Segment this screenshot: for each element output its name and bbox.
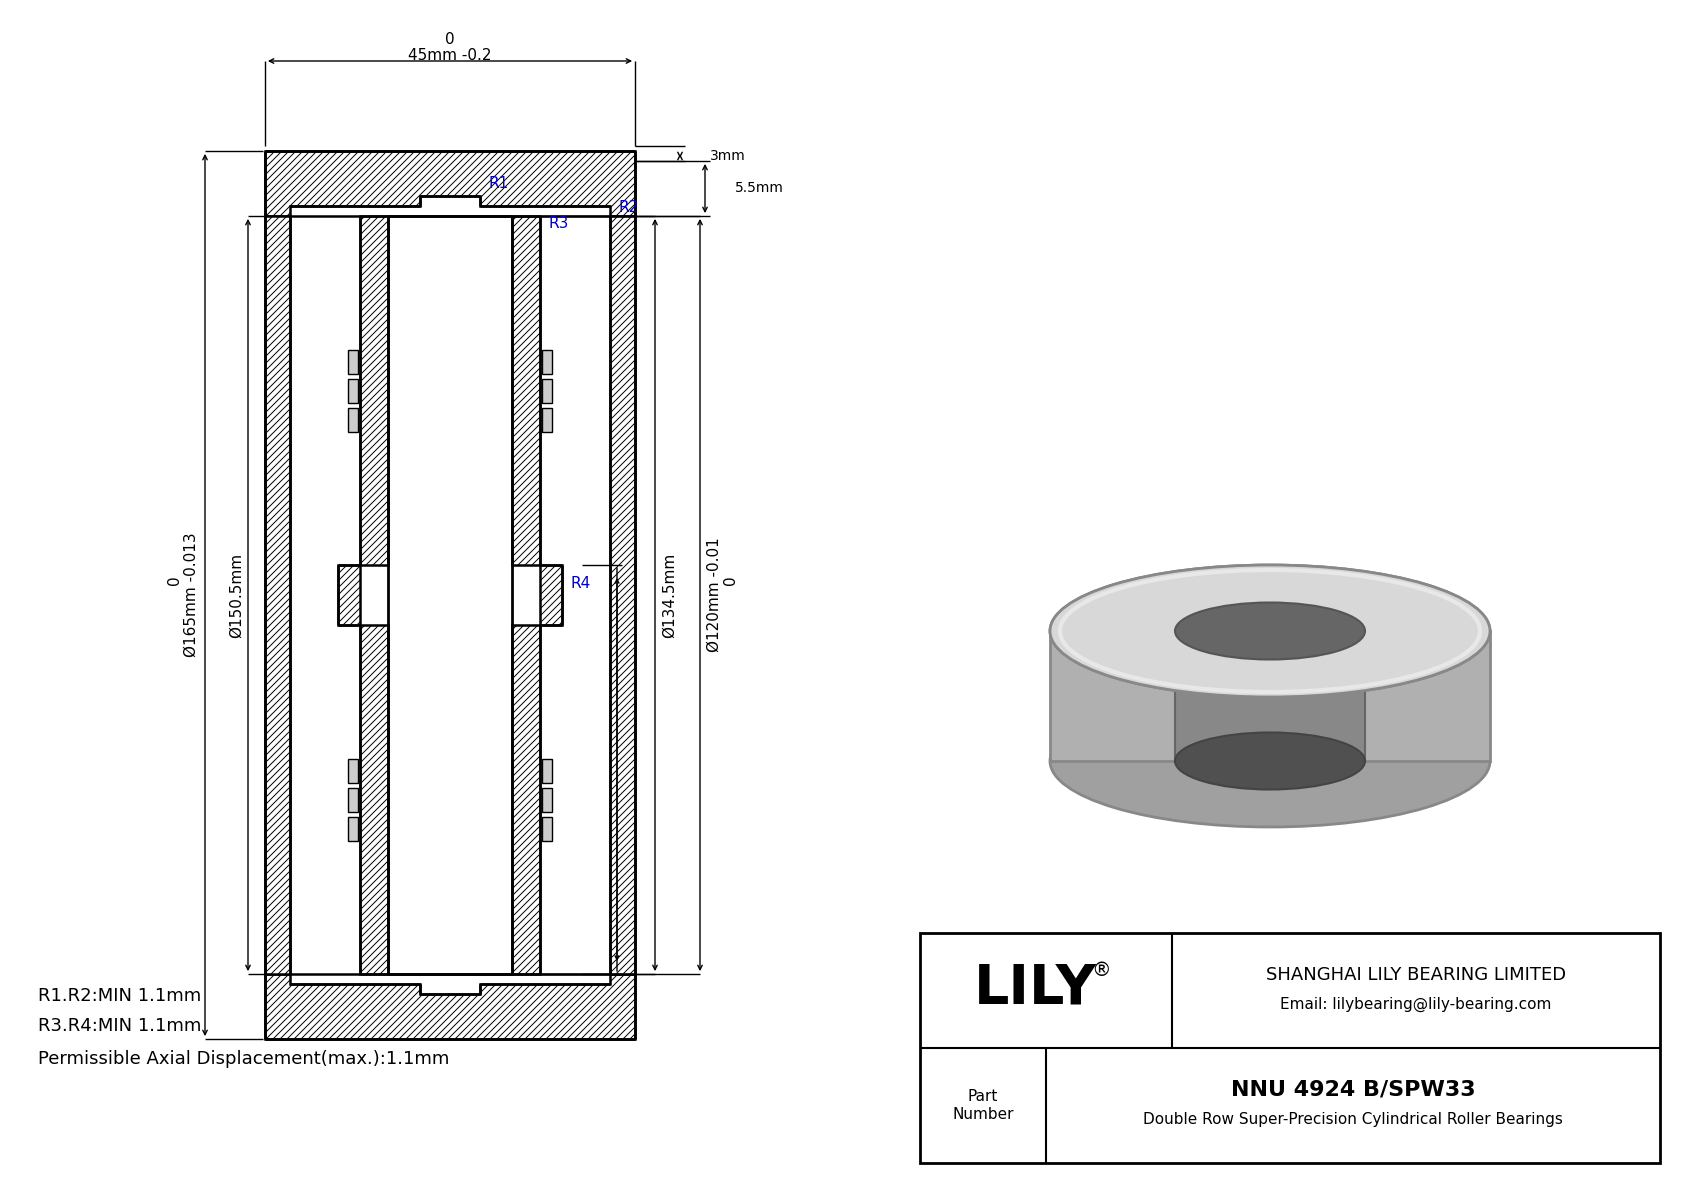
Text: 0: 0 bbox=[167, 575, 182, 585]
Bar bbox=[542, 787, 552, 811]
Ellipse shape bbox=[1175, 603, 1366, 660]
Text: 3mm: 3mm bbox=[711, 149, 746, 163]
Text: Ø120mm -0.01: Ø120mm -0.01 bbox=[707, 537, 721, 653]
Bar bbox=[542, 349, 552, 374]
Text: Ø150.5mm: Ø150.5mm bbox=[229, 553, 244, 637]
Text: Email: lilybearing@lily-bearing.com: Email: lilybearing@lily-bearing.com bbox=[1280, 997, 1551, 1012]
Bar bbox=[349, 379, 359, 403]
Bar bbox=[542, 407, 552, 431]
Bar bbox=[290, 625, 338, 974]
Ellipse shape bbox=[1051, 565, 1490, 697]
Ellipse shape bbox=[1175, 603, 1366, 660]
Polygon shape bbox=[1175, 631, 1366, 761]
Bar bbox=[349, 787, 359, 811]
Text: NNU 4924 B/SPW33: NNU 4924 B/SPW33 bbox=[1231, 1079, 1475, 1099]
Polygon shape bbox=[512, 625, 541, 974]
Ellipse shape bbox=[1051, 565, 1490, 697]
Polygon shape bbox=[264, 151, 635, 216]
Bar bbox=[349, 407, 359, 431]
Bar bbox=[562, 216, 610, 565]
Bar bbox=[562, 625, 610, 974]
Polygon shape bbox=[360, 216, 387, 565]
Text: Double Row Super-Precision Cylindrical Roller Bearings: Double Row Super-Precision Cylindrical R… bbox=[1143, 1112, 1563, 1127]
Text: Part
Number: Part Number bbox=[951, 1090, 1014, 1122]
Ellipse shape bbox=[1051, 696, 1490, 827]
Bar bbox=[542, 379, 552, 403]
Text: Ø134.5mm: Ø134.5mm bbox=[662, 553, 677, 637]
Text: R1: R1 bbox=[488, 176, 509, 192]
Polygon shape bbox=[264, 216, 290, 974]
Bar bbox=[349, 759, 359, 782]
Text: ®: ® bbox=[1091, 961, 1111, 980]
Bar bbox=[542, 759, 552, 782]
Bar bbox=[349, 817, 359, 841]
Bar bbox=[542, 817, 552, 841]
Polygon shape bbox=[541, 565, 562, 625]
Text: LILY: LILY bbox=[975, 961, 1098, 1016]
Polygon shape bbox=[360, 625, 387, 974]
Text: SHANGHAI LILY BEARING LIMITED: SHANGHAI LILY BEARING LIMITED bbox=[1266, 966, 1566, 984]
Text: Permissible Axial Displacement(max.):1.1mm: Permissible Axial Displacement(max.):1.1… bbox=[39, 1050, 450, 1068]
Text: 5.5mm: 5.5mm bbox=[734, 181, 783, 195]
Polygon shape bbox=[1051, 631, 1490, 761]
Polygon shape bbox=[610, 216, 635, 974]
Bar bbox=[290, 216, 338, 565]
Text: 0: 0 bbox=[445, 31, 455, 46]
Text: 0: 0 bbox=[722, 575, 738, 585]
Bar bbox=[349, 349, 359, 374]
Text: R2: R2 bbox=[618, 200, 638, 216]
Text: R1.R2:MIN 1.1mm: R1.R2:MIN 1.1mm bbox=[39, 987, 202, 1005]
Bar bbox=[919, 933, 1660, 1162]
Text: R3: R3 bbox=[547, 217, 569, 231]
Polygon shape bbox=[512, 216, 541, 565]
Polygon shape bbox=[264, 974, 635, 1039]
Text: 45mm -0.2: 45mm -0.2 bbox=[408, 48, 492, 62]
Text: Ø165mm -0.013: Ø165mm -0.013 bbox=[184, 532, 199, 657]
Text: R4: R4 bbox=[569, 575, 591, 591]
Text: R3.R4:MIN 1.1mm: R3.R4:MIN 1.1mm bbox=[39, 1017, 202, 1035]
Polygon shape bbox=[338, 565, 360, 625]
Ellipse shape bbox=[1175, 732, 1366, 790]
